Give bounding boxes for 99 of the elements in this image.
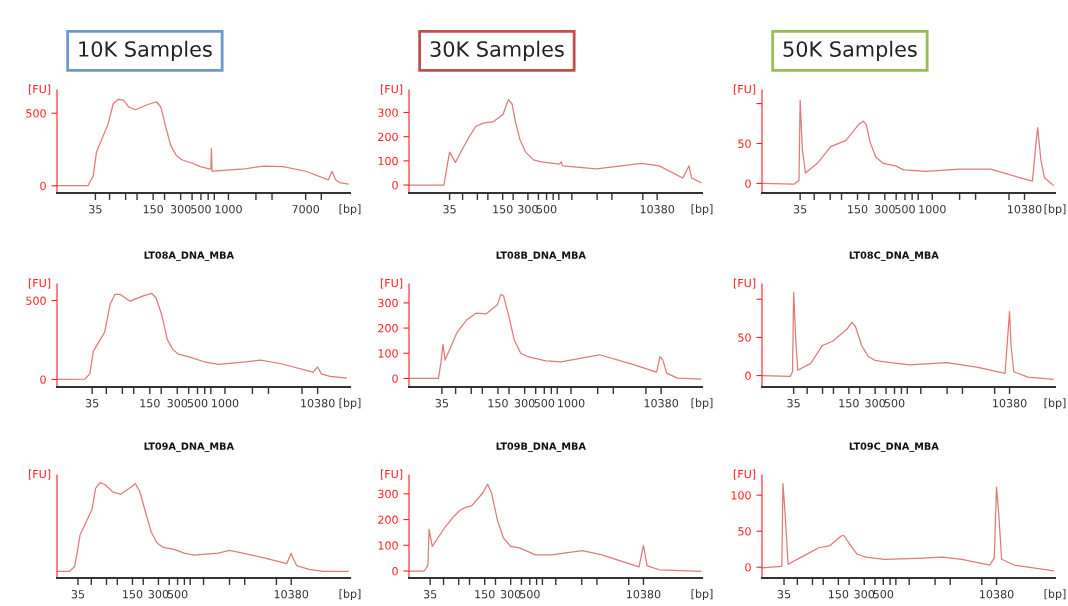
y-tick-label: 500 — [26, 296, 46, 305]
y-tick-label: 100 — [378, 156, 398, 166]
x-tick-label: 35 — [423, 590, 437, 599]
x-tick-label: 7000 — [292, 205, 320, 214]
y-axis-title: [FU] — [733, 84, 756, 95]
chart-title: LT09A_DNA_MBA — [144, 442, 234, 452]
y-tick-label: 0 — [40, 181, 46, 191]
y-tick-label: 100 — [378, 349, 398, 358]
y-axis-title: [FU] — [380, 278, 403, 289]
x-tick-label: 35 — [443, 205, 456, 214]
x-tick-label: 150 — [839, 399, 859, 408]
x-tick-label: 300 — [875, 205, 895, 214]
x-tick-label: 300 — [854, 590, 875, 599]
x-tick-label: 10380 — [640, 205, 675, 214]
y-axis-title: [FU] — [28, 278, 51, 289]
y-tick-label: 0 — [392, 181, 398, 190]
x-axis-title: [bp] — [1044, 398, 1066, 410]
x-tick-label: 150 — [488, 399, 508, 408]
y-tick-label: 200 — [378, 515, 398, 524]
x-tick-label: 10380 — [627, 590, 661, 599]
x-tick-label: 35 — [89, 205, 102, 214]
y-tick-label: 200 — [378, 132, 398, 142]
x-tick-label: 150 — [143, 205, 164, 214]
x-tick-label: 35 — [777, 590, 791, 599]
y-tick-label: 0 — [745, 563, 751, 572]
y-tick-label: 100 — [731, 491, 751, 500]
x-tick-label: 500 — [895, 205, 915, 214]
x-tick-label: 150 — [493, 205, 513, 214]
y-axis-title: [FU] — [380, 84, 403, 95]
y-tick-label: 500 — [26, 109, 46, 118]
y-tick-label: 300 — [378, 108, 398, 117]
x-tick-label: 10380 — [274, 590, 309, 599]
x-tick-label: 300 — [518, 205, 538, 214]
x-tick-label: 35 — [793, 205, 807, 214]
x-tick-label: 150 — [848, 205, 868, 214]
x-tick-label: 500 — [884, 399, 905, 408]
y-tick-label: 0 — [40, 375, 46, 384]
x-tick-label: 10380 — [993, 399, 1027, 408]
y-tick-label: 50 — [738, 333, 751, 342]
y-tick-label: 50 — [738, 139, 751, 148]
x-tick-label: 10380 — [1008, 205, 1042, 214]
y-tick-label: 100 — [378, 541, 398, 550]
x-tick-label: 35 — [435, 399, 448, 408]
chart-title: LT08A_DNA_MBA — [144, 251, 234, 261]
x-tick-label: 300 — [170, 205, 191, 214]
y-axis-title: [FU] — [733, 278, 756, 289]
x-tick-label: 1000 — [558, 399, 585, 408]
x-tick-label: 10380 — [980, 590, 1014, 599]
x-tick-label: 500 — [167, 590, 188, 599]
x-tick-label: 300 — [500, 590, 521, 599]
x-tick-label: 500 — [534, 399, 555, 408]
y-axis-title: [FU] — [733, 469, 756, 480]
y-axis-title: [FU] — [380, 469, 403, 480]
x-axis-title: [bp] — [691, 398, 713, 410]
x-tick-label: 1000 — [215, 205, 242, 214]
x-tick-label: 10380 — [644, 399, 679, 408]
chart-title: LT09C_DNA_MBA — [849, 442, 939, 452]
y-tick-label: 300 — [378, 298, 398, 308]
x-tick-label: 300 — [167, 399, 188, 408]
x-tick-label: 150 — [828, 590, 849, 599]
y-axis-title: [FU] — [28, 469, 51, 480]
chart-title: 30K Samples — [430, 40, 564, 61]
x-tick-label: 35 — [71, 590, 85, 599]
y-tick-label: 200 — [378, 324, 398, 333]
x-axis-title: [bp] — [339, 398, 361, 410]
x-tick-label: 150 — [140, 399, 160, 408]
y-tick-label: 0 — [745, 371, 751, 380]
chart-title: 10K Samples — [79, 40, 212, 61]
x-tick-label: 300 — [865, 399, 885, 408]
x-tick-label: 150 — [123, 590, 143, 599]
x-tick-label: 500 — [873, 590, 894, 599]
y-tick-label: 0 — [392, 567, 398, 576]
x-axis-title: [bp] — [1044, 589, 1066, 601]
chart-title: LT08C_DNA_MBA — [849, 251, 939, 261]
x-tick-label: 500 — [191, 205, 211, 214]
x-axis-title: [bp] — [339, 589, 361, 601]
x-tick-label: 150 — [475, 590, 495, 599]
y-tick-label: 0 — [745, 179, 751, 188]
x-tick-label: 1000 — [919, 205, 946, 214]
chart-title: LT09B_DNA_MBA — [496, 442, 586, 452]
chart-title: 50K Samples — [783, 40, 917, 61]
y-axis-title: [FU] — [28, 84, 51, 95]
x-tick-label: 300 — [148, 590, 169, 599]
x-tick-label: 35 — [787, 399, 800, 408]
x-axis-title: [bp] — [1044, 204, 1066, 216]
y-tick-label: 300 — [378, 489, 398, 499]
x-tick-label: 1000 — [212, 399, 239, 408]
x-tick-label: 500 — [536, 205, 557, 214]
y-tick-label: 50 — [738, 527, 751, 536]
y-tick-label: 0 — [392, 374, 398, 383]
chart-title: LT08B_DNA_MBA — [496, 251, 586, 261]
x-tick-label: 35 — [85, 399, 99, 408]
x-tick-label: 500 — [187, 399, 208, 408]
x-tick-label: 500 — [520, 590, 540, 599]
x-axis-title: [bp] — [691, 204, 713, 216]
x-axis-title: [bp] — [339, 204, 361, 216]
x-axis-title: [bp] — [691, 589, 713, 601]
x-tick-label: 300 — [514, 399, 535, 408]
x-tick-label: 10380 — [301, 399, 335, 408]
